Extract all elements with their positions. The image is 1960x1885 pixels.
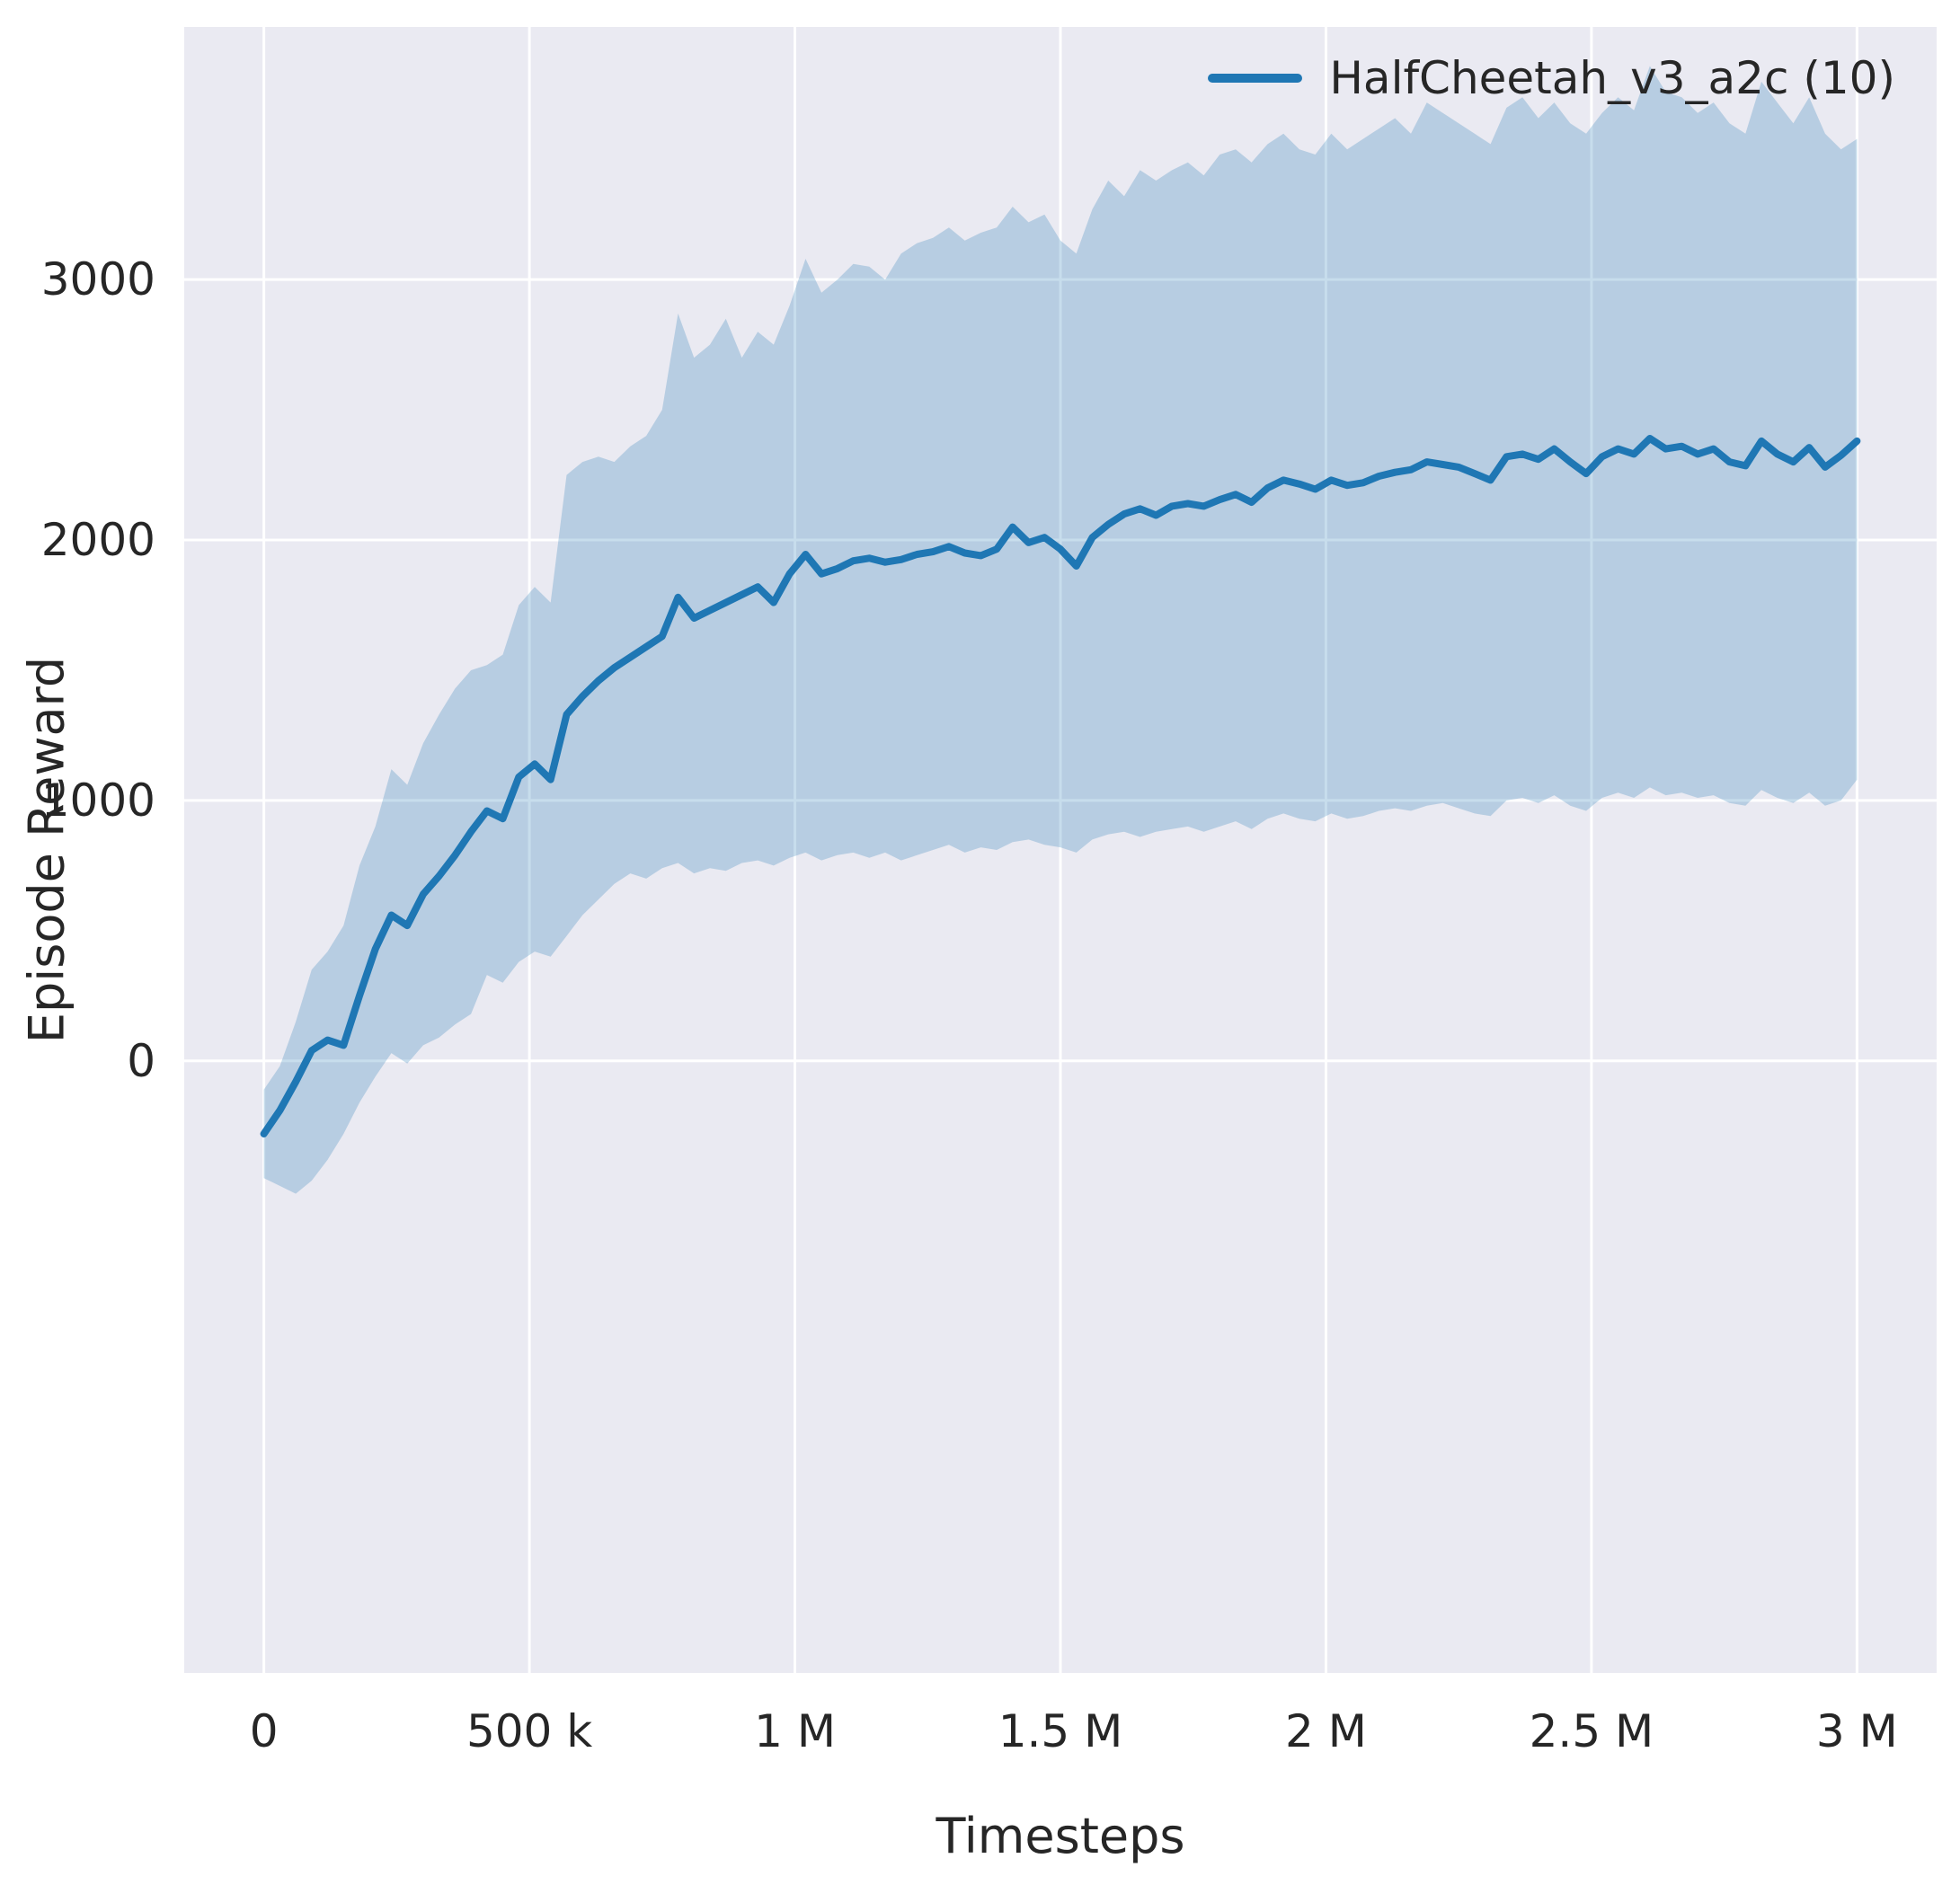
y-tick-label-0: 0: [127, 1035, 155, 1087]
mean-line: [260, 435, 1861, 1137]
y-tick-label-3: 3000: [41, 253, 155, 305]
y-tick-label-1: 1000: [41, 774, 155, 827]
x-tick-label-2: 1 M: [754, 1705, 836, 1757]
x-axis-label: Timesteps: [936, 1808, 1185, 1864]
x-tick-label-5: 2.5 M: [1530, 1705, 1654, 1757]
x-tick-label-6: 3 M: [1816, 1705, 1898, 1757]
legend: HalfCheetah_v3_a2c (10): [1208, 52, 1895, 104]
confidence-band: [263, 66, 1858, 1194]
x-tick-label-4: 2 M: [1285, 1705, 1367, 1757]
legend-entry-label: HalfCheetah_v3_a2c (10): [1329, 52, 1895, 104]
legend-line-swatch: [1208, 74, 1303, 83]
x-tick-label-0: 0: [250, 1705, 279, 1757]
y-axis-label: Episode Reward: [18, 656, 75, 1044]
x-tick-label-3: 1.5 M: [998, 1705, 1123, 1757]
x-tick-label-1: 500 k: [466, 1705, 592, 1757]
y-tick-label-2: 2000: [41, 514, 155, 566]
